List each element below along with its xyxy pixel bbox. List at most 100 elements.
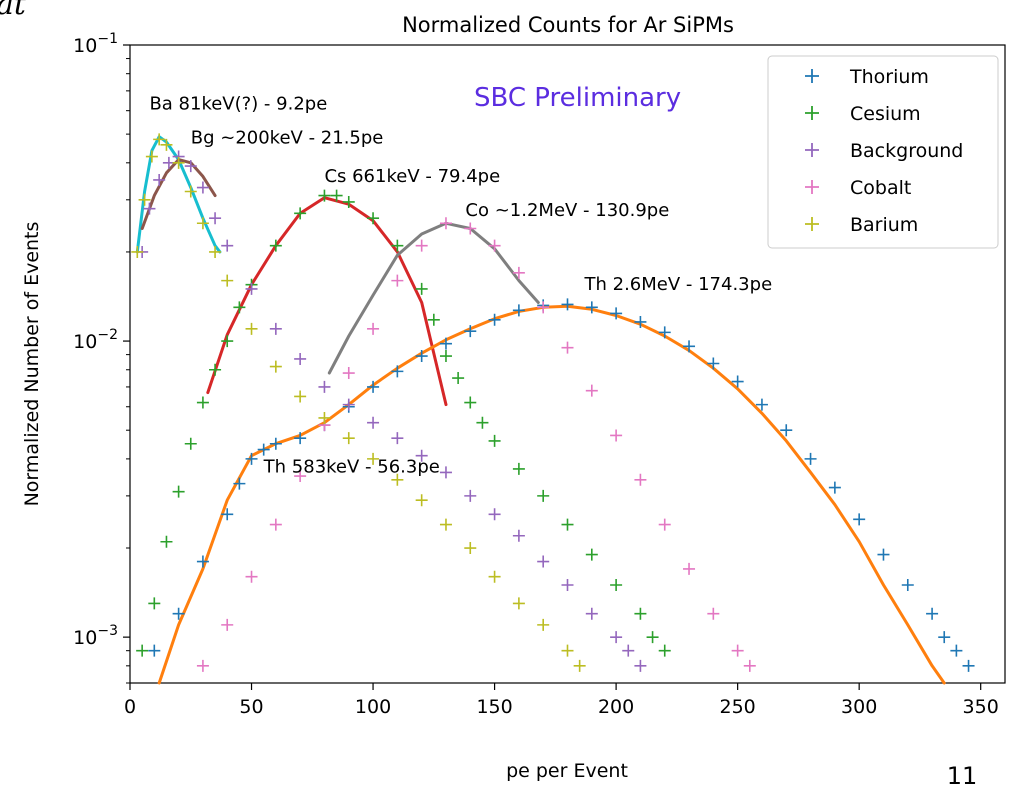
data-point (160, 138, 173, 151)
series-thorium (148, 298, 975, 672)
data-point (318, 411, 331, 424)
data-point (233, 477, 246, 490)
data-point (367, 416, 380, 429)
peak-annotation: Th 2.6MeV - 174.3pe (584, 274, 773, 295)
data-point (148, 644, 161, 657)
data-point (950, 644, 963, 657)
legend-marker (805, 143, 819, 157)
legend-marker (805, 217, 819, 231)
data-point (780, 424, 793, 437)
data-point (877, 548, 890, 561)
data-point (537, 301, 550, 314)
plot-frame (129, 44, 1006, 684)
data-point (391, 432, 404, 445)
data-point (646, 631, 659, 644)
data-point (184, 437, 197, 450)
data-point (743, 659, 756, 672)
data-point (342, 398, 355, 411)
data-point (367, 322, 380, 335)
data-point (512, 529, 525, 542)
data-point (196, 181, 209, 194)
data-point (488, 434, 501, 447)
fit-curve (206, 196, 448, 407)
data-point (634, 315, 647, 328)
data-point (294, 352, 307, 365)
peak-annotation: Th 583keV - 56.3pe (263, 456, 440, 477)
data-point (221, 239, 234, 252)
data-point (221, 274, 234, 287)
data-point (172, 485, 185, 498)
data-point (439, 350, 452, 363)
data-point (926, 607, 939, 620)
data-point (196, 555, 209, 568)
peak-annotation: Cs 661keV - 79.4pe (324, 166, 500, 187)
data-point (561, 579, 574, 592)
data-point (962, 659, 975, 672)
data-point (391, 473, 404, 486)
data-point (658, 518, 671, 531)
watermark-text: SBC Preliminary (474, 83, 681, 113)
annotations: Ba 81keV(?) - 9.2pe Bg ~200keV - 21.5pe Cs… (149, 94, 772, 478)
data-point (804, 452, 817, 465)
data-point (160, 535, 173, 548)
data-point (391, 239, 404, 252)
legend-item-background: Background (805, 140, 963, 162)
series-cesium (136, 189, 671, 657)
y-axis-label: Normalized Number of Events (21, 222, 43, 507)
data-point (828, 481, 841, 494)
plot-area: Ba 81keV(?) - 9.2pe Bg ~200keV - 21.5pe Cs… (129, 44, 1006, 685)
data-point (245, 452, 258, 465)
data-point (512, 462, 525, 475)
chart-title: Normalized Counts for Ar SiPMs (402, 13, 734, 37)
peak-annotation: Bg ~200keV - 21.5pe (191, 127, 384, 148)
legend-item-barium: Barium (805, 214, 918, 236)
data-point (488, 570, 501, 583)
data-point (853, 513, 866, 526)
data-point (585, 548, 598, 561)
series-background (136, 150, 647, 672)
legend-label: Barium (850, 214, 918, 236)
data-point (585, 301, 598, 314)
page-number: 11 (947, 762, 978, 786)
data-point (269, 322, 282, 335)
data-point (610, 307, 623, 320)
data-point (464, 396, 477, 409)
data-point (391, 274, 404, 287)
data-point (221, 508, 234, 521)
data-point (755, 398, 768, 411)
data-point (415, 350, 428, 363)
data-point (634, 607, 647, 620)
data-point (439, 466, 452, 479)
data-point (153, 173, 166, 186)
data-point (145, 150, 158, 163)
data-point (233, 301, 246, 314)
data-point (196, 659, 209, 672)
data-point (391, 365, 404, 378)
data-point (294, 470, 307, 483)
data-point (172, 607, 185, 620)
data-point (415, 449, 428, 462)
data-point (439, 337, 452, 350)
data-point (561, 518, 574, 531)
y-tick-label: 10−3 (73, 623, 118, 649)
data-point (464, 325, 477, 338)
data-point (143, 202, 156, 215)
data-series (131, 133, 975, 672)
data-point (342, 432, 355, 445)
data-point (938, 631, 951, 644)
data-point (683, 562, 696, 575)
data-point (610, 429, 623, 442)
data-point (634, 659, 647, 672)
data-point (138, 193, 151, 206)
data-point (585, 384, 598, 397)
data-point (415, 282, 428, 295)
x-tick-label: 50 (239, 696, 263, 718)
x-tick-label: 250 (720, 696, 756, 718)
data-point (342, 195, 355, 208)
data-point (318, 189, 331, 202)
data-point (294, 432, 307, 445)
data-point (269, 360, 282, 373)
x-tick-label: 150 (476, 696, 512, 718)
data-point (153, 133, 166, 146)
